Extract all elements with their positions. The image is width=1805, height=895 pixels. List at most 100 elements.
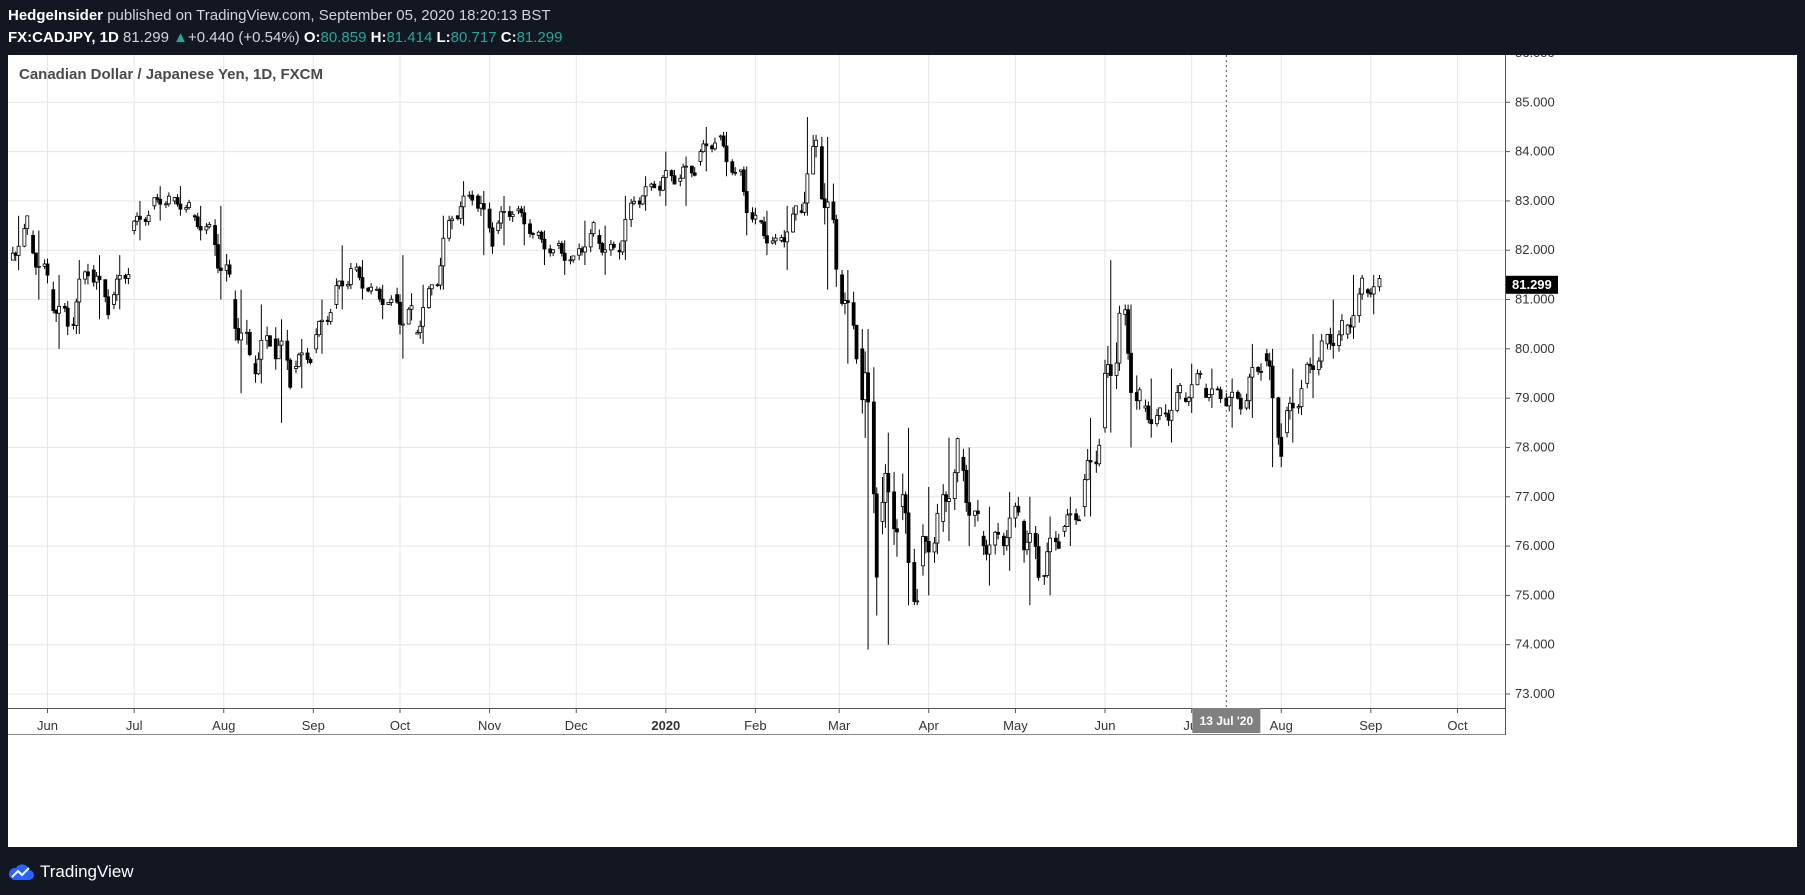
candle-body [840,274,844,304]
candle-body [866,372,870,403]
candle-body [1042,575,1047,577]
candle-body [1256,367,1261,372]
candle-body [652,183,657,189]
candle-body [1117,312,1122,364]
x-tick-label: Jun [37,718,58,733]
candle-body [1207,394,1211,398]
candle-body [45,263,50,276]
candle-body [207,224,212,228]
candle-body [389,298,394,303]
candle-body [967,502,972,516]
candle-body [571,255,576,261]
candle-body [672,175,677,185]
candle-body [1074,513,1079,521]
candle-body [429,284,434,290]
candlestick-chart[interactable]: 73.000 74.000 75.000 76.000 77.000 78.000 79.0… [8,55,1797,847]
candle-body [1311,365,1315,370]
candle-body [1276,397,1281,438]
candle-body [1149,419,1154,425]
candle-body [334,285,339,305]
candle-body [528,223,532,234]
candle-body [819,146,824,200]
candle-body [146,214,151,222]
candle-body [418,325,423,333]
candle-body [1189,384,1194,399]
candle-body [689,165,694,174]
publisher-name[interactable]: HedgeInsider [8,7,104,24]
candle-body [1198,373,1203,375]
candle-body [1227,396,1232,407]
candle-body [164,203,168,206]
candle-body [166,195,171,205]
candle-body [591,222,596,235]
x-tick-label: Sep [1359,718,1382,733]
x-tick-label: Jul [126,718,143,733]
candle-body [395,294,400,303]
candle-body [62,305,67,309]
candle-body [941,494,946,522]
candle-body [328,312,333,322]
candle-body [490,227,495,247]
candle-body [296,354,301,367]
candle-body [559,243,564,254]
candle-body [733,171,738,174]
candle-body [74,301,79,326]
candles [10,117,1382,650]
candle-body [285,340,290,361]
candle-body [77,278,82,303]
candle-body [845,300,850,304]
publish-line: HedgeInsider published on TradingView.co… [8,7,551,24]
candle-body [36,265,41,268]
candle-body [568,259,573,262]
x-tick-label: Aug [212,718,235,733]
candle-body [441,237,446,267]
candle-body [447,220,452,239]
candle-body [398,301,402,325]
candle-body [519,208,524,214]
x-tick-label: Oct [390,718,411,733]
candle-body [955,438,960,474]
candle-body [276,344,281,360]
x-tick-label: Sep [302,718,325,733]
candle-body [1210,388,1214,396]
candle-body [1004,537,1009,547]
candle-body [1371,286,1376,295]
candle-body [187,202,191,209]
candle-body [802,202,807,213]
candle-body [204,226,209,231]
candle-body [1103,372,1107,429]
candle-body [825,201,830,209]
symbol-name[interactable]: FX:CADJPY, 1D [8,29,119,46]
y-tick-label: 76.000 [1515,538,1555,553]
candle-body [996,531,1000,535]
candle-body [406,308,411,325]
candle-body [793,205,798,215]
candle-body [496,222,501,231]
candle-body [643,186,648,197]
chart-area[interactable]: 73.000 74.000 75.000 76.000 77.000 78.000 79.0… [8,55,1797,847]
candle-body [1056,541,1061,549]
candle-body [1007,517,1012,539]
x-tick-label: Jun [1095,718,1116,733]
candle-body [961,456,966,471]
candle-body [510,213,515,217]
candle-body [377,288,382,300]
candle-body [112,294,116,305]
candle-body [1305,363,1310,384]
candle-body [880,501,885,522]
tradingview-logo[interactable]: TradingView [8,859,134,885]
candle-body [1085,460,1090,481]
y-tick-label: 82.000 [1515,242,1555,257]
candle-body [1285,410,1289,434]
candle-body [886,472,891,493]
symbol-info-line: FX:CADJPY, 1D 81.299 ▲+0.440 (+0.54%) O:… [8,29,562,46]
candle-body [785,231,790,243]
candle-body [195,216,200,227]
candle-body [1236,391,1240,399]
candle-body [450,218,454,222]
candle-body [600,243,605,253]
candle-body [704,143,709,147]
candle-body [770,240,775,244]
candle-body [1259,371,1263,373]
candle-body [256,358,261,375]
